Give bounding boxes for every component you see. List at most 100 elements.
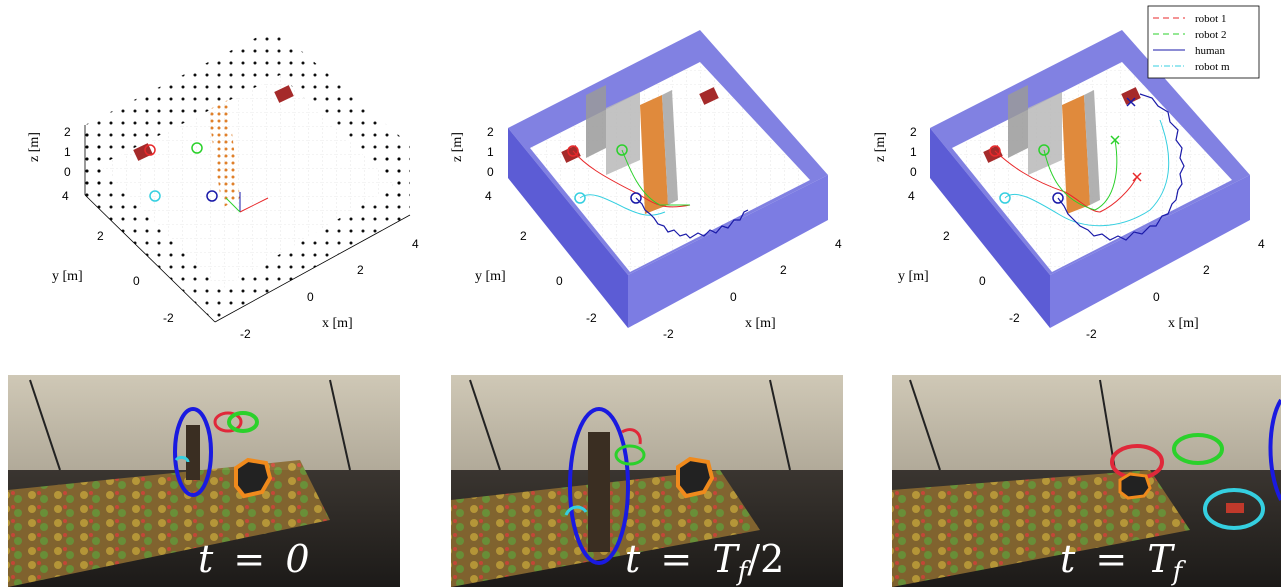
human-marker bbox=[1052, 192, 1064, 204]
robotm-highlight bbox=[564, 505, 588, 516]
photo-caption: t = Tf/2 bbox=[625, 537, 784, 587]
robotm-marker bbox=[574, 192, 586, 204]
floor-grid-lines bbox=[100, 75, 395, 290]
z-tick: 2 bbox=[487, 125, 494, 139]
robot2-highlight bbox=[227, 411, 259, 433]
robotm-trajectory bbox=[579, 194, 666, 216]
obstacle-panel bbox=[640, 95, 668, 214]
y-tick: 4 bbox=[908, 189, 915, 203]
photo-2: t = Tf/2 bbox=[451, 375, 843, 587]
robot2-marker bbox=[191, 142, 203, 154]
goal-marker bbox=[133, 143, 153, 161]
x-axis-label: x [m] bbox=[745, 316, 776, 331]
human-end-marker bbox=[1126, 97, 1136, 107]
frame-axis-x bbox=[239, 197, 269, 213]
x-tick: -2 bbox=[663, 327, 674, 341]
y-tick: 4 bbox=[62, 189, 69, 203]
x-axis-label: x [m] bbox=[1168, 316, 1199, 331]
human-highlight bbox=[1268, 398, 1281, 501]
legend-label: robot 1 bbox=[1195, 13, 1226, 25]
x-tick: 4 bbox=[835, 237, 842, 251]
plot-2: 2 1 0 z [m] 4 2 0 -2 y [m] -2 0 2 4 x [m… bbox=[450, 30, 842, 341]
robotm-marker bbox=[999, 192, 1011, 204]
y-tick: 2 bbox=[943, 229, 950, 243]
obstacle-highlight bbox=[234, 457, 273, 499]
photo-caption: t = 0 bbox=[198, 537, 310, 581]
photo-robot bbox=[1226, 503, 1244, 513]
z-tick: 0 bbox=[487, 165, 494, 179]
y-axis-label: y [m] bbox=[52, 269, 83, 284]
y-tick: -2 bbox=[586, 311, 597, 325]
y-tick: 0 bbox=[556, 274, 563, 288]
y-tick: 2 bbox=[520, 229, 527, 243]
z-axis-label: z [m] bbox=[873, 132, 888, 162]
photo-tripod bbox=[769, 379, 791, 471]
x-tick: 2 bbox=[780, 263, 787, 277]
robotm-marker bbox=[149, 190, 161, 202]
obstacle-gray bbox=[606, 92, 640, 175]
z-axis-label: z [m] bbox=[27, 132, 42, 162]
human-trajectory bbox=[1057, 93, 1185, 241]
room-wall-right bbox=[628, 175, 828, 328]
robot1-marker bbox=[144, 144, 156, 156]
robot1-end-marker bbox=[1132, 172, 1142, 182]
legend: robot 1 robot 2 human robot m bbox=[1147, 5, 1260, 79]
obstacle-gray bbox=[662, 90, 678, 205]
x-tick: 0 bbox=[1153, 290, 1160, 304]
x-tick: -2 bbox=[240, 327, 251, 341]
legend-label: robot 2 bbox=[1195, 29, 1226, 41]
obstacle-highlight bbox=[676, 456, 715, 499]
z-tick: 2 bbox=[64, 125, 71, 139]
z-tick: 1 bbox=[487, 145, 494, 159]
robotm-highlight bbox=[174, 455, 190, 463]
y-tick: -2 bbox=[163, 311, 174, 325]
x-tick: -2 bbox=[1086, 327, 1097, 341]
robot2-highlight bbox=[1172, 433, 1224, 465]
human-highlight bbox=[173, 407, 213, 497]
photo-carpet bbox=[892, 470, 1190, 587]
y-tick: 0 bbox=[133, 274, 140, 288]
photo-tripod bbox=[469, 379, 501, 471]
room-wall-left bbox=[508, 128, 628, 328]
y-tick: 0 bbox=[979, 274, 986, 288]
plot-3: 2 1 0 z [m] 4 2 0 -2 y [m] -2 0 2 4 x [m… bbox=[873, 30, 1265, 341]
x-tick: 4 bbox=[412, 237, 419, 251]
human-marker bbox=[630, 192, 642, 204]
x-tick: 2 bbox=[357, 263, 364, 277]
obstacle-gray bbox=[1008, 85, 1028, 158]
legend-label: human bbox=[1195, 45, 1225, 57]
photo-tripod bbox=[329, 379, 351, 471]
legend-label: robot m bbox=[1195, 61, 1230, 73]
obstacle-gray bbox=[1084, 90, 1100, 205]
frame-axis-y bbox=[225, 197, 241, 213]
photo-person bbox=[186, 425, 200, 480]
human-marker bbox=[206, 190, 218, 202]
room-wall-right bbox=[1050, 175, 1250, 328]
x-tick: 4 bbox=[1258, 237, 1265, 251]
y-axis-label: y [m] bbox=[475, 269, 506, 284]
goal-marker bbox=[274, 85, 294, 103]
robot2-end-marker bbox=[1110, 135, 1120, 145]
y-tick: 2 bbox=[97, 229, 104, 243]
photo-tripod bbox=[909, 379, 941, 471]
obstacle-gray bbox=[1028, 92, 1062, 175]
robot2-trajectory bbox=[1043, 139, 1118, 211]
z-axis-label: z [m] bbox=[450, 132, 465, 162]
robotm-trajectory bbox=[1004, 119, 1170, 227]
y-axis-label: y [m] bbox=[898, 269, 929, 284]
human-trajectory bbox=[635, 197, 749, 239]
plot-1: 2 1 0 z [m] 4 2 0 -2 y [m] -2 0 2 4 x [m… bbox=[27, 28, 419, 341]
robot1-highlight bbox=[213, 411, 243, 433]
point-cloud-wall-back bbox=[85, 28, 410, 215]
goal-marker bbox=[983, 145, 1003, 163]
obstacle-panel-points bbox=[208, 100, 240, 208]
goal-marker bbox=[1121, 87, 1141, 105]
goal-marker bbox=[561, 145, 581, 163]
y-tick: 4 bbox=[485, 189, 492, 203]
room-wall-left bbox=[930, 128, 1050, 328]
z-tick: 2 bbox=[910, 125, 917, 139]
z-tick: 1 bbox=[910, 145, 917, 159]
y-tick: -2 bbox=[1009, 311, 1020, 325]
human-highlight bbox=[568, 407, 630, 565]
photo-1: t = 0 bbox=[8, 375, 400, 587]
